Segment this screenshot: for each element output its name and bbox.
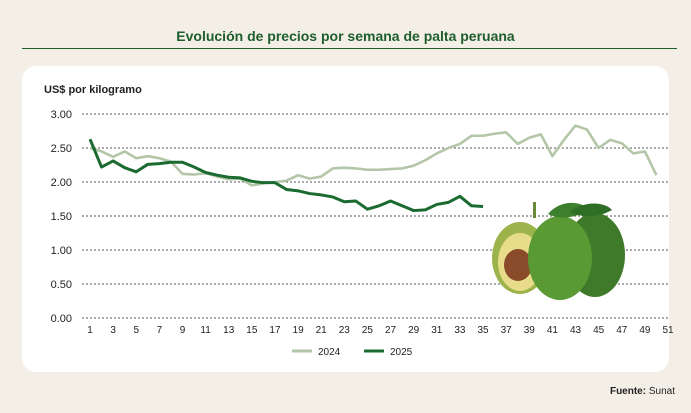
x-tick-label: 27	[385, 325, 397, 336]
x-tick-label: 49	[639, 325, 651, 336]
x-tick-label: 13	[223, 325, 235, 336]
series-line-2024	[89, 124, 658, 187]
legend-label-2024: 2024	[318, 347, 341, 358]
title-divider	[22, 48, 677, 49]
x-tick-label: 17	[269, 325, 281, 336]
x-tick-label: 31	[431, 325, 443, 336]
x-tick-label: 15	[246, 325, 258, 336]
x-tick-label: 45	[593, 325, 605, 336]
x-tick-label: 47	[616, 325, 628, 336]
x-tick-label: 33	[454, 325, 466, 336]
x-tick-label: 3	[110, 325, 116, 336]
x-tick-label: 51	[662, 325, 674, 336]
x-tick-label: 37	[501, 325, 513, 336]
y-tick-label: 0.00	[51, 313, 72, 325]
x-tick-label: 21	[316, 325, 328, 336]
y-axis-label: US$ por kilogramo	[44, 84, 142, 96]
x-tick-label: 41	[547, 325, 559, 336]
y-tick-label: 0.50	[51, 279, 72, 291]
x-tick-label: 35	[477, 325, 489, 336]
y-tick-label: 1.50	[51, 211, 72, 223]
x-tick-label: 39	[524, 325, 536, 336]
x-tick-label: 29	[408, 325, 420, 336]
y-tick-label: 2.00	[51, 177, 72, 189]
source-value: Sunat	[648, 386, 675, 397]
avocado-illustration	[492, 202, 625, 300]
x-tick-label: 19	[293, 325, 305, 336]
legend-label-2025: 2025	[390, 347, 413, 358]
x-tick-label: 25	[362, 325, 374, 336]
x-tick-label: 9	[180, 325, 186, 336]
y-tick-label: 1.00	[51, 245, 72, 257]
chart-title: Evolución de precios por semana de palta…	[176, 28, 515, 44]
y-tick-label: 2.50	[51, 143, 72, 155]
y-tick-label: 3.00	[51, 109, 72, 121]
series-line-2025	[88, 138, 484, 213]
x-tick-label: 1	[87, 325, 93, 336]
source-note: Fuente: Sunat	[609, 386, 675, 397]
x-tick-label: 7	[157, 325, 163, 336]
x-tick-label: 5	[133, 325, 139, 336]
x-tick-label: 23	[339, 325, 351, 336]
x-tick-label: 43	[570, 325, 582, 336]
x-tick-label: 11	[200, 325, 211, 336]
